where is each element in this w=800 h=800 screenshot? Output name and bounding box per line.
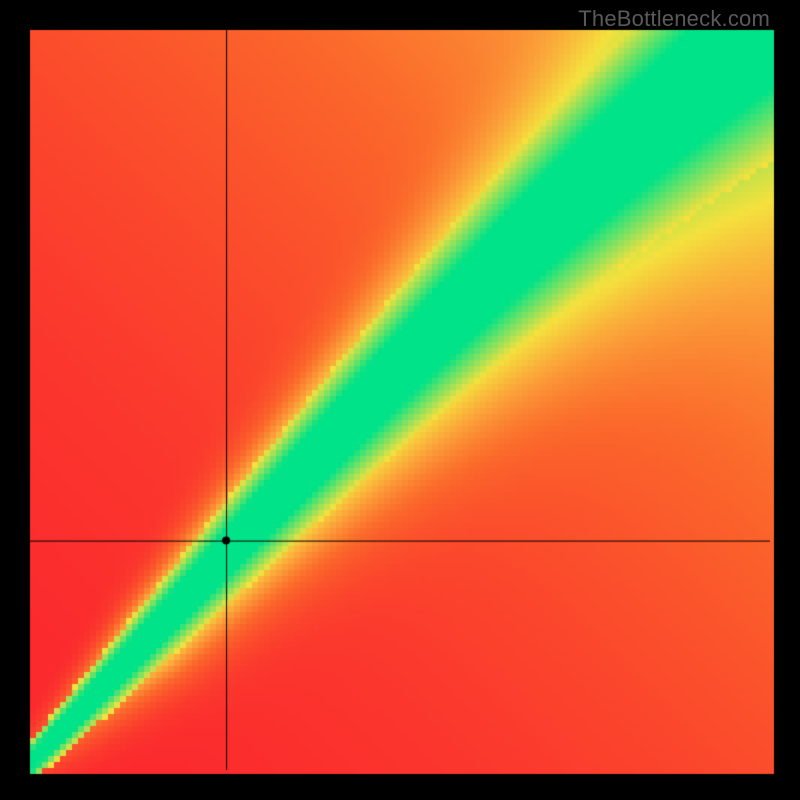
watermark-text: TheBottleneck.com <box>578 6 770 32</box>
bottleneck-heatmap <box>0 0 800 800</box>
chart-container: { "watermark": { "text": "TheBottleneck.… <box>0 0 800 800</box>
